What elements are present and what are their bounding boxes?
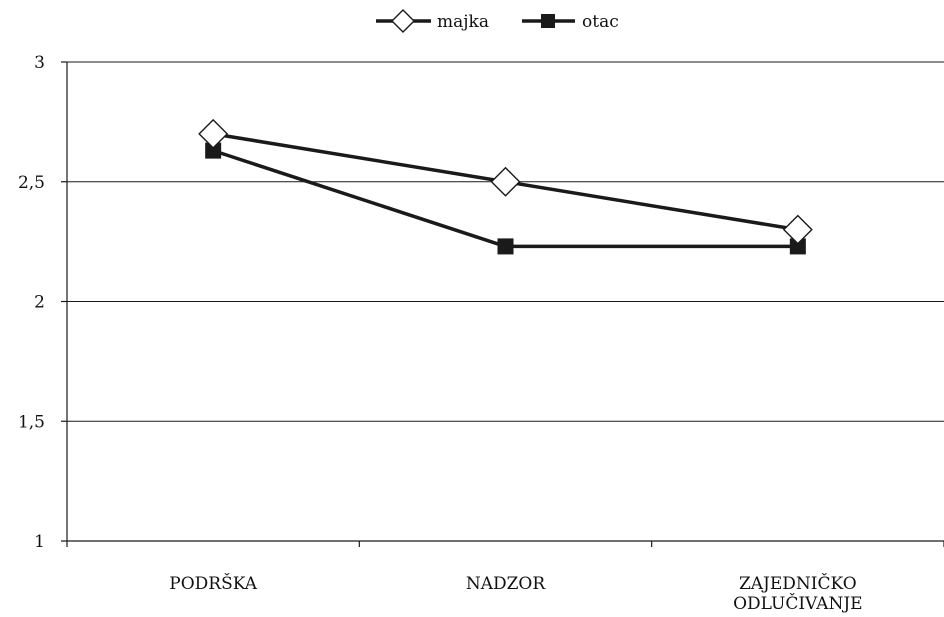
x-tick-label: NADZOR xyxy=(466,574,547,594)
x-tick-label-line: PODRŠKA xyxy=(169,573,257,594)
series-majka xyxy=(198,118,813,245)
x-tick-label-line: ODLUČIVANJE xyxy=(733,593,862,614)
legend-marker xyxy=(391,9,415,33)
y-tick-label: 2,5 xyxy=(18,173,45,193)
y-ticks: 1 1,5 2 2,5 3 xyxy=(18,53,67,552)
y-tick-label: 2 xyxy=(34,293,45,313)
data-point-majka xyxy=(198,118,229,149)
x-tick-label-line: NADZOR xyxy=(466,574,547,594)
y-tick-label: 1,5 xyxy=(18,412,45,432)
x-tick-label-line: ZAJEDNIČKO xyxy=(739,573,857,594)
legend-label: otac xyxy=(582,12,619,32)
y-tick-label: 1 xyxy=(34,532,45,552)
series-group xyxy=(198,118,813,255)
y-tick-label: 3 xyxy=(34,53,45,73)
data-point-otac xyxy=(497,238,514,255)
legend-label: majka xyxy=(437,12,489,32)
legend: majka otac xyxy=(376,9,619,33)
series-otac xyxy=(205,142,806,255)
x-tick-label: PODRŠKA xyxy=(169,573,257,594)
data-point-majka xyxy=(782,214,813,245)
data-point-majka xyxy=(490,166,521,197)
x-tick-label: ZAJEDNIČKO ODLUČIVANJE xyxy=(733,573,862,614)
x-ticks: PODRŠKA NADZOR ZAJEDNIČKO ODLUČIVANJE xyxy=(66,541,944,614)
legend-item-otac: otac xyxy=(522,12,619,32)
legend-item-majka: majka xyxy=(376,9,489,33)
series-line-otac xyxy=(212,148,798,249)
legend-marker xyxy=(541,14,555,28)
